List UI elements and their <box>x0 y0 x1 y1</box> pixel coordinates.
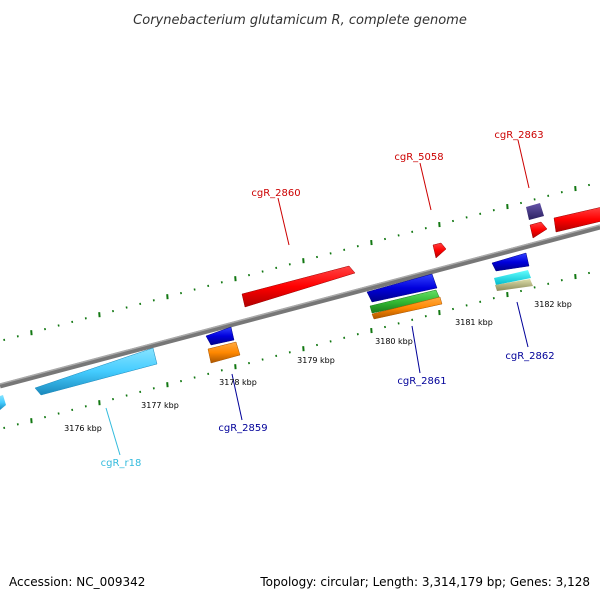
gene-label-cgR-r18[interactable]: cgR_r18 <box>101 458 142 469</box>
leader-cgR-2859 <box>231 373 243 421</box>
gene-label-cgR-2863[interactable]: cgR_2863 <box>494 130 543 141</box>
gene-cgR-2859-blue-arrow[interactable] <box>205 326 235 346</box>
kbp-label-3181: 3181 kbp <box>455 318 493 327</box>
gene-cgR-2859-orange-box[interactable] <box>207 341 241 364</box>
gene-cgR-2863-purple-box[interactable] <box>526 203 544 220</box>
gene-cgR-2863-arrow[interactable] <box>529 221 548 239</box>
leader-cgR-2862 <box>516 301 529 348</box>
gene-label-cgR-2860[interactable]: cgR_2860 <box>251 188 300 199</box>
gene-label-cgR-2861[interactable]: cgR_2861 <box>397 376 446 387</box>
gene-label-cgR-2859[interactable]: cgR_2859 <box>218 423 267 434</box>
gene-cgR-2862-tan-box[interactable] <box>495 279 533 291</box>
leader-cgR-5058 <box>419 162 432 211</box>
kbp-label-3179: 3179 kbp <box>297 356 335 365</box>
kbp-label-3180: 3180 kbp <box>375 337 413 346</box>
leader-cgR-2863 <box>517 139 530 189</box>
kbp-label-3178: 3178 kbp <box>219 378 257 387</box>
map-title: Corynebacterium glutamicum R, complete g… <box>133 13 467 28</box>
gene-cgR-2861-blue-arrow[interactable] <box>366 273 438 303</box>
kbp-label-3182: 3182 kbp <box>534 300 572 309</box>
accession-text: Accession: NC_009342 <box>9 575 145 589</box>
gene-cgR-r18-arrow[interactable] <box>34 347 158 396</box>
gene-cgR-2862-blue-arrow[interactable] <box>491 252 530 272</box>
genome-backbone <box>0 224 600 389</box>
leader-cgR-2860 <box>277 197 290 246</box>
gene-label-cgR-5058[interactable]: cgR_5058 <box>394 152 443 163</box>
topology-text: Topology: circular; Length: 3,314,179 bp… <box>259 575 590 589</box>
gene-label-cgR-2862[interactable]: cgR_2862 <box>505 351 554 362</box>
kbp-label-3177: 3177 kbp <box>141 401 179 410</box>
upper-tick-track <box>3 183 590 342</box>
gene-red-right-arrow[interactable] <box>553 207 600 233</box>
gene-cgR-2862-aqua-box[interactable] <box>494 270 531 285</box>
gene-cgR-2861-orange-box[interactable] <box>371 296 443 320</box>
gene-cgR-5058-arrow[interactable] <box>432 242 447 259</box>
gene-cgR-2860-arrow[interactable] <box>241 265 356 308</box>
lower-tick-track <box>3 271 590 430</box>
leader-cgR-2861 <box>411 325 421 374</box>
gene-cyan-left-edge[interactable] <box>0 395 6 410</box>
kbp-label-3176: 3176 kbp <box>64 424 102 433</box>
leader-cgR-r18 <box>105 407 121 456</box>
